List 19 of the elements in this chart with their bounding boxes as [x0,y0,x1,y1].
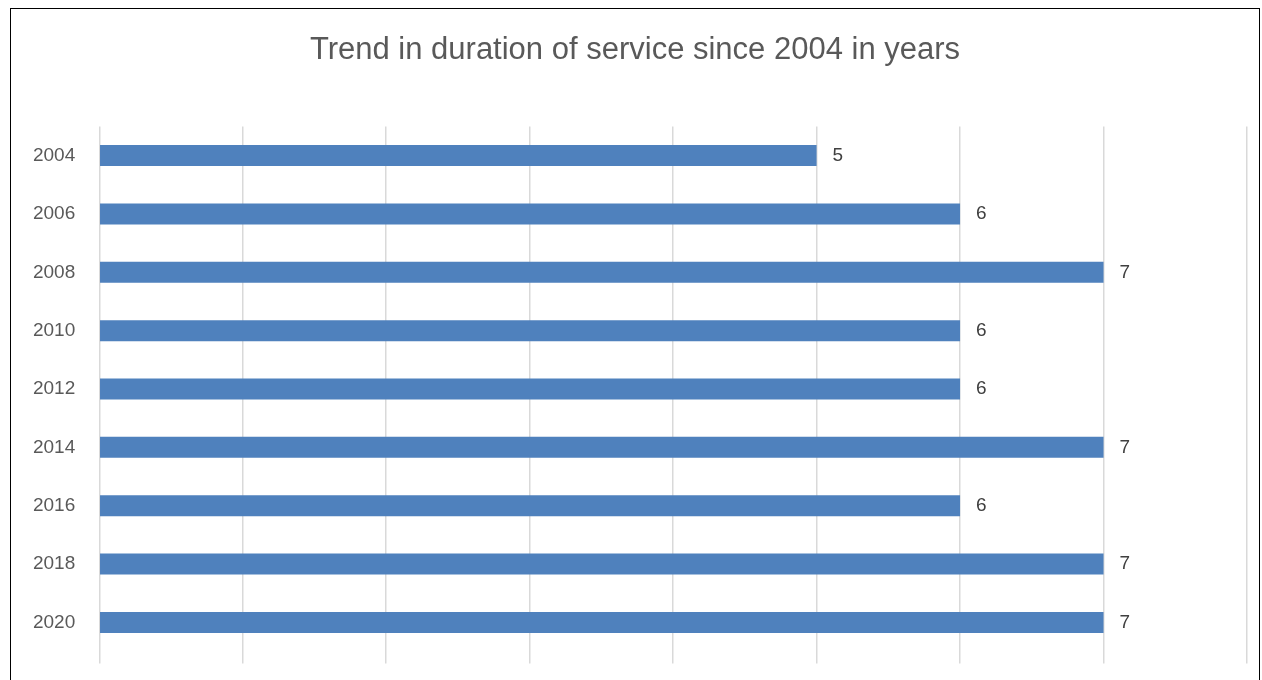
data-label: 7 [1119,610,1131,632]
data-label: 7 [1119,260,1131,282]
data-label: 7 [1119,552,1131,574]
data-label: 6 [976,377,987,399]
y-tick-label: 2016 [32,493,76,515]
y-tick-label: 2020 [32,610,76,632]
data-label: 6 [976,493,987,515]
y-tick-label: 2008 [32,260,76,282]
y-tick-label: 2010 [32,318,76,340]
y-tick-label: 2018 [32,552,76,574]
y-tick-label: 2004 [32,143,76,165]
y-tick-label: 2012 [32,377,76,399]
data-label: 6 [976,202,987,224]
chart-title: Trend in duration of service since 2004 in years [308,31,962,67]
y-tick-label: 2014 [32,435,76,457]
data-label: 7 [1119,435,1131,457]
data-label: 6 [976,318,987,340]
y-tick-label: 2006 [32,202,76,224]
data-label: 5 [832,143,844,165]
